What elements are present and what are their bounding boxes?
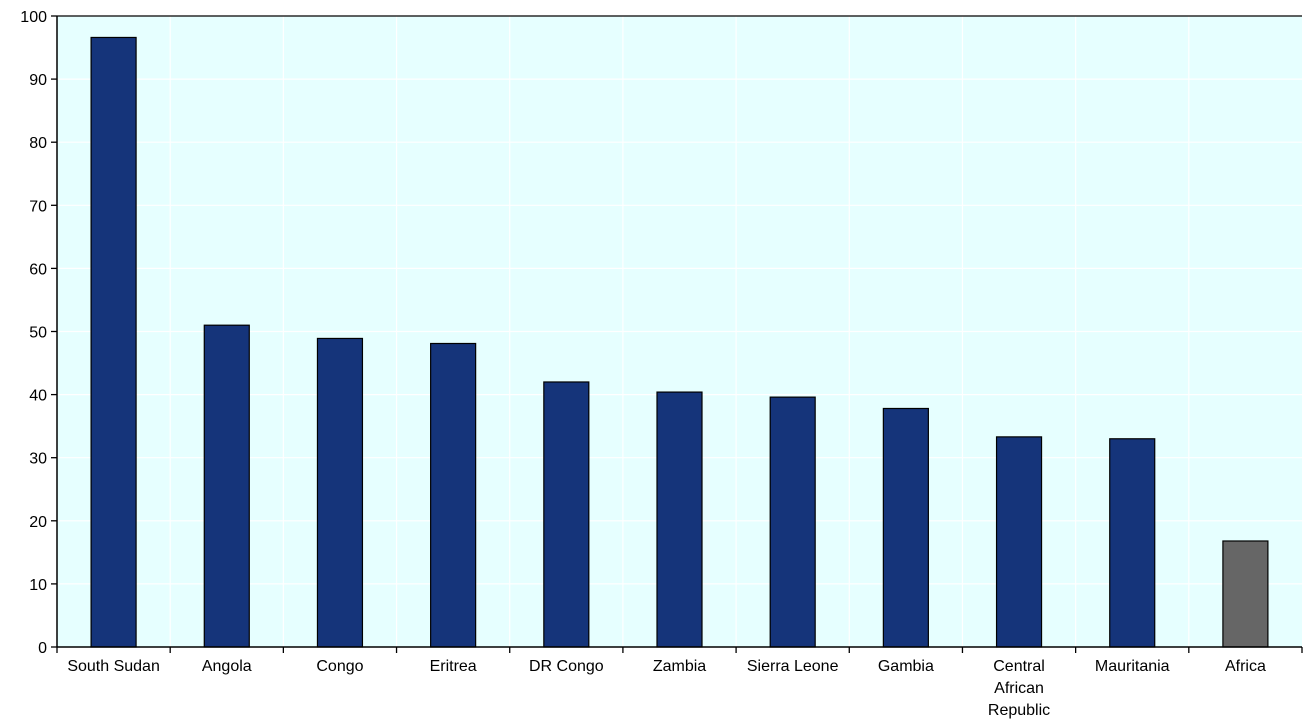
x-category-label: Zambia: [653, 658, 706, 675]
y-axis-ticks: 0 10 20 30 40 50 60 70 80 90 100: [20, 9, 47, 657]
x-category-label: Mauritania: [1095, 658, 1170, 675]
bar-eritrea: [430, 342, 477, 648]
y-tick-label: 10: [29, 577, 47, 594]
y-tick-label: 90: [29, 72, 47, 89]
bar-south-sudan: [90, 36, 137, 648]
bar-congo: [316, 337, 364, 648]
bar-gambia: [882, 407, 929, 648]
bars: [90, 36, 1269, 648]
x-axis-labels: South Sudan Angola Congo Eritrea DR Congo Zam…: [67, 658, 1266, 719]
bar-sierra-leone: [769, 396, 816, 648]
x-category-label: Africa: [1225, 658, 1266, 675]
bar-africa: [1222, 540, 1269, 648]
x-category-label: Sierra Leone: [747, 658, 839, 675]
x-category-label: Gambia: [878, 658, 934, 675]
y-tick-label: 30: [29, 451, 47, 468]
bar-mauritania: [1109, 438, 1156, 648]
bar-zambia: [656, 391, 703, 648]
bar-dr-congo: [543, 381, 590, 648]
x-category-label: Congo: [316, 658, 363, 675]
bar-central-african-republic: [995, 436, 1043, 648]
bar-angola: [203, 324, 250, 648]
x-category-label: Central: [993, 658, 1045, 675]
y-tick-label: 100: [20, 9, 47, 26]
y-tick-label: 80: [29, 135, 47, 152]
x-category-label: Angola: [202, 658, 252, 675]
y-tick-label: 0: [38, 640, 47, 657]
x-category-label: DR Congo: [529, 658, 604, 675]
y-tick-label: 20: [29, 514, 47, 531]
x-category-label: African: [994, 680, 1044, 697]
y-tick-label: 40: [29, 388, 47, 405]
x-category-label: Republic: [988, 702, 1050, 719]
y-tick-label: 70: [29, 198, 47, 215]
x-category-label: South Sudan: [67, 658, 160, 675]
axes: [51, 15, 1303, 653]
x-category-label: Eritrea: [430, 658, 477, 675]
y-tick-label: 60: [29, 261, 47, 278]
y-tick-label: 50: [29, 325, 47, 342]
